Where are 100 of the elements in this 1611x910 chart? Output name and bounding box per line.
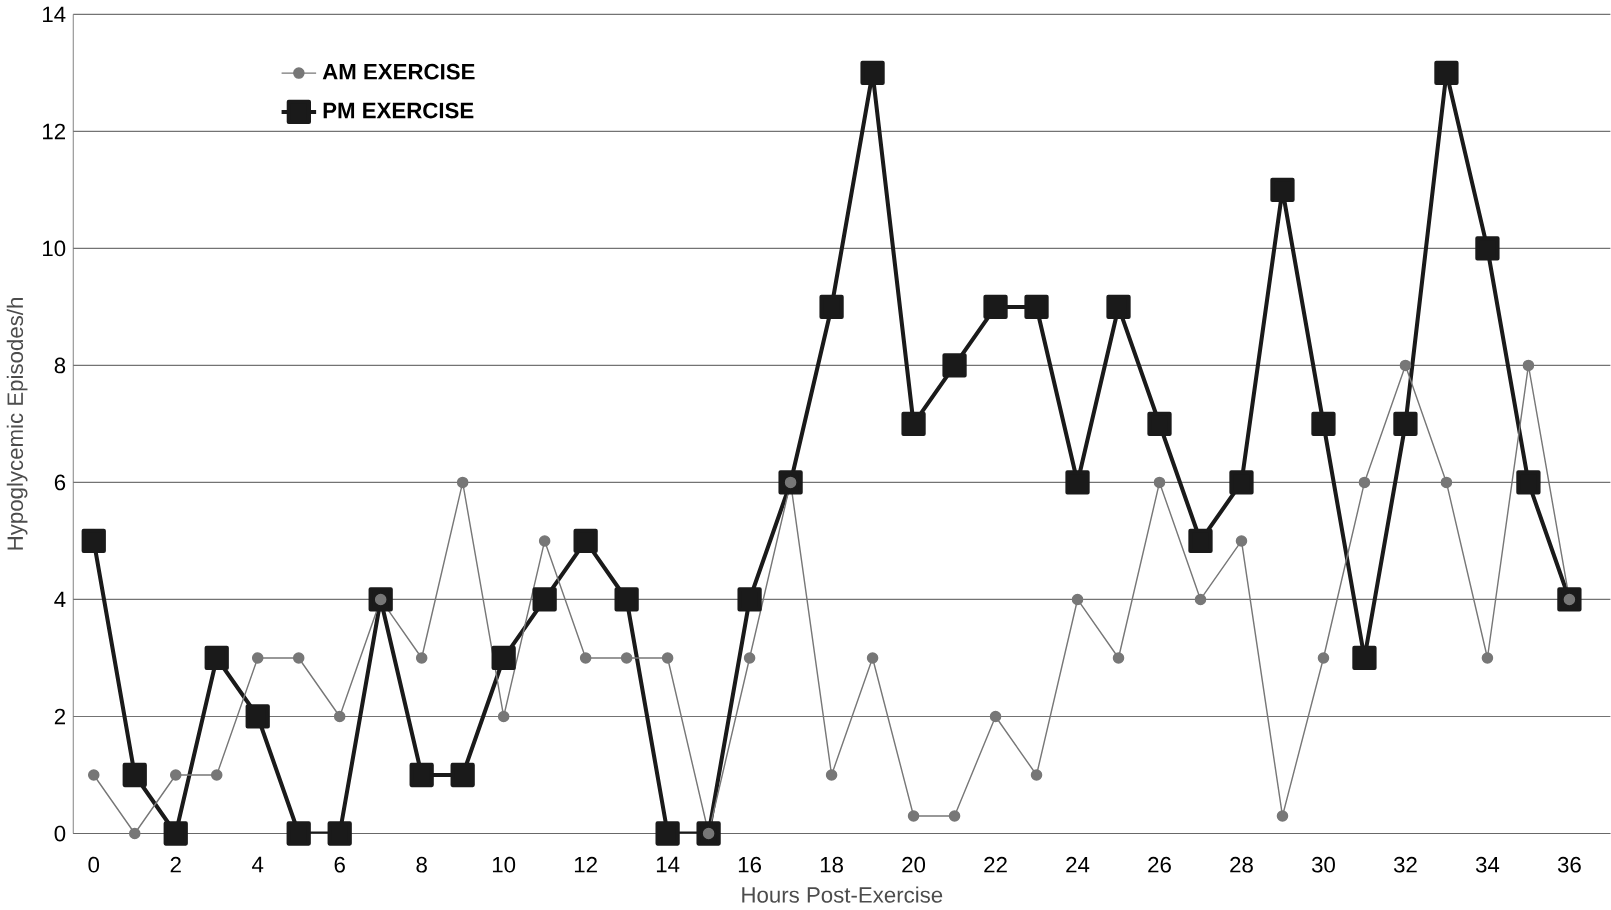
x-tick-label: 28 bbox=[1230, 857, 1253, 873]
point bbox=[655, 821, 680, 846]
point bbox=[81, 529, 106, 554]
point bbox=[579, 652, 592, 664]
point bbox=[210, 769, 223, 781]
point bbox=[204, 646, 229, 671]
y-tick-label: 6 bbox=[54, 474, 66, 491]
point bbox=[1071, 593, 1084, 606]
y-tick-label: 8 bbox=[54, 357, 66, 374]
x-tick-label: 34 bbox=[1475, 857, 1500, 873]
legend-label: AM EXERCISE bbox=[322, 64, 475, 80]
point bbox=[661, 652, 674, 664]
point bbox=[333, 710, 346, 723]
point bbox=[901, 412, 926, 437]
point bbox=[907, 810, 920, 822]
point bbox=[1065, 470, 1090, 495]
point bbox=[1475, 236, 1500, 261]
point bbox=[866, 652, 879, 664]
x-tick-label: 22 bbox=[984, 857, 1007, 873]
point bbox=[1352, 646, 1377, 671]
x-tick-label: 8 bbox=[416, 857, 427, 873]
point bbox=[87, 769, 100, 781]
point bbox=[415, 652, 428, 664]
point bbox=[784, 476, 797, 489]
point bbox=[702, 827, 715, 840]
y-tick-label: 2 bbox=[54, 708, 65, 725]
point bbox=[1112, 652, 1125, 664]
point bbox=[450, 763, 475, 788]
point bbox=[327, 821, 352, 846]
point bbox=[942, 353, 967, 378]
point bbox=[538, 535, 551, 547]
x-tick-label: 0 bbox=[88, 857, 100, 873]
point bbox=[1024, 295, 1049, 320]
point bbox=[245, 704, 270, 729]
point bbox=[374, 593, 387, 606]
point bbox=[251, 652, 264, 664]
point bbox=[1229, 470, 1254, 495]
x-tick-label: 20 bbox=[902, 857, 926, 873]
y-tick-label: 4 bbox=[54, 592, 66, 608]
x-tick-label: 2 bbox=[170, 857, 181, 873]
point bbox=[573, 529, 598, 554]
point bbox=[819, 295, 844, 320]
point bbox=[122, 763, 147, 788]
point bbox=[128, 827, 141, 840]
point bbox=[614, 587, 639, 612]
point bbox=[1106, 295, 1131, 320]
point bbox=[1270, 177, 1295, 203]
x-tick-label: 18 bbox=[820, 857, 843, 873]
legend-label: PM EXERCISE bbox=[323, 102, 474, 119]
point bbox=[620, 652, 633, 664]
point bbox=[532, 587, 557, 612]
point bbox=[1481, 652, 1494, 664]
point bbox=[1317, 652, 1330, 664]
point bbox=[409, 763, 434, 788]
x-tick-label: 16 bbox=[738, 857, 761, 873]
x-tick-label: 10 bbox=[492, 857, 516, 873]
y-axis-title: Hypoglycemic Episodes/h bbox=[6, 298, 28, 550]
point bbox=[737, 587, 762, 612]
point bbox=[983, 295, 1008, 320]
y-tick-label: 0 bbox=[54, 825, 66, 842]
point bbox=[456, 476, 469, 489]
point bbox=[1358, 476, 1371, 489]
y-tick-label: 10 bbox=[43, 240, 66, 257]
point bbox=[292, 652, 305, 664]
point bbox=[948, 810, 961, 822]
point bbox=[286, 821, 311, 846]
point bbox=[1153, 476, 1166, 489]
x-tick-label: 30 bbox=[1311, 857, 1335, 873]
point bbox=[1030, 769, 1043, 781]
point bbox=[1311, 412, 1336, 437]
point bbox=[1516, 470, 1541, 495]
y-tick-label: 14 bbox=[43, 6, 66, 23]
x-tick-label: 32 bbox=[1393, 857, 1417, 873]
x-tick-label: 26 bbox=[1148, 857, 1171, 873]
y-tick-label: 12 bbox=[43, 123, 65, 140]
point bbox=[1188, 529, 1213, 554]
point bbox=[1393, 412, 1418, 437]
point bbox=[1440, 476, 1453, 489]
x-tick-label: 36 bbox=[1557, 857, 1581, 873]
point bbox=[169, 769, 182, 781]
point bbox=[1434, 60, 1459, 86]
point bbox=[825, 769, 838, 781]
x-tick-label: 12 bbox=[574, 857, 597, 873]
point bbox=[491, 646, 516, 671]
point bbox=[989, 710, 1002, 723]
point bbox=[1194, 593, 1207, 606]
point bbox=[1276, 810, 1289, 822]
point bbox=[1563, 593, 1576, 606]
x-axis-title: Hours Post-Exercise bbox=[742, 886, 943, 904]
point bbox=[497, 710, 510, 723]
point bbox=[860, 60, 885, 86]
point bbox=[1522, 359, 1535, 372]
point bbox=[1399, 359, 1412, 372]
x-tick-label: 24 bbox=[1066, 857, 1090, 873]
point bbox=[1235, 535, 1248, 547]
point bbox=[743, 652, 756, 664]
x-tick-label: 6 bbox=[334, 857, 345, 873]
point bbox=[1147, 412, 1172, 437]
point bbox=[163, 821, 188, 846]
x-tick-label: 4 bbox=[252, 857, 264, 873]
